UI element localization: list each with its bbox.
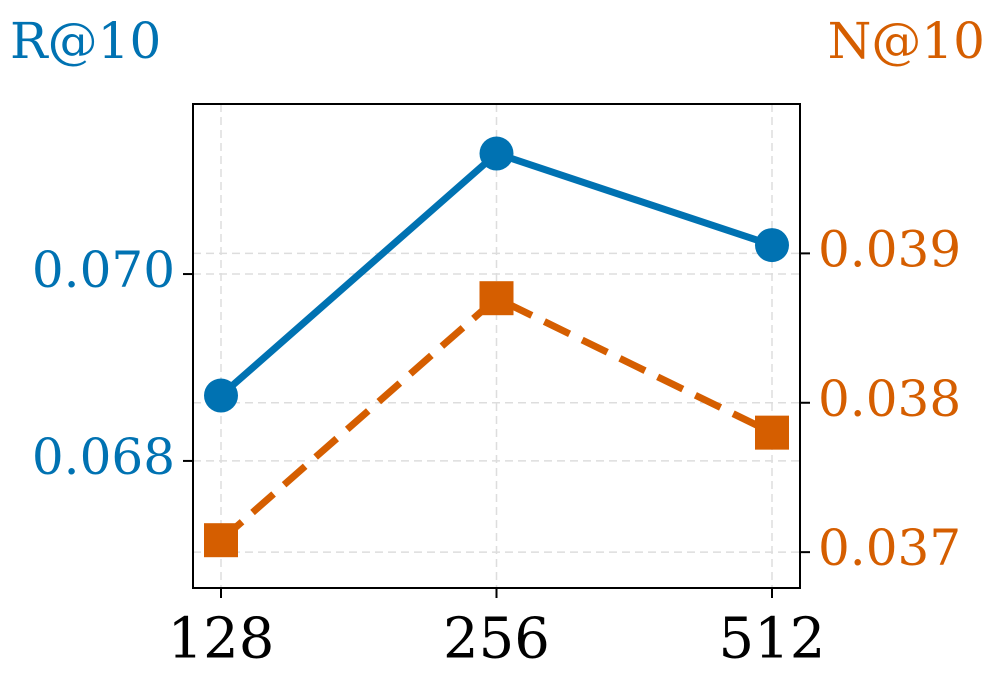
marker xyxy=(479,136,514,171)
y-tick-label: 0.068 xyxy=(32,428,175,486)
y2-tick-label: 0.038 xyxy=(818,370,961,428)
y-tick-label: 0.070 xyxy=(32,241,175,299)
marker xyxy=(204,378,238,413)
marker xyxy=(755,415,789,450)
marker xyxy=(479,281,514,316)
x-tick-label: 512 xyxy=(719,607,826,672)
marker xyxy=(204,523,238,558)
plot-frame xyxy=(192,103,801,589)
y-axis-title: R@10 xyxy=(10,12,161,70)
marker xyxy=(755,228,789,263)
x-tick-label: 128 xyxy=(168,607,275,672)
x-tick-label: 256 xyxy=(443,607,550,672)
y2-axis-title: N@10 xyxy=(828,12,985,70)
y2-tick-label: 0.037 xyxy=(818,519,961,577)
series-line xyxy=(218,294,774,543)
y2-tick-label: 0.039 xyxy=(818,220,961,278)
